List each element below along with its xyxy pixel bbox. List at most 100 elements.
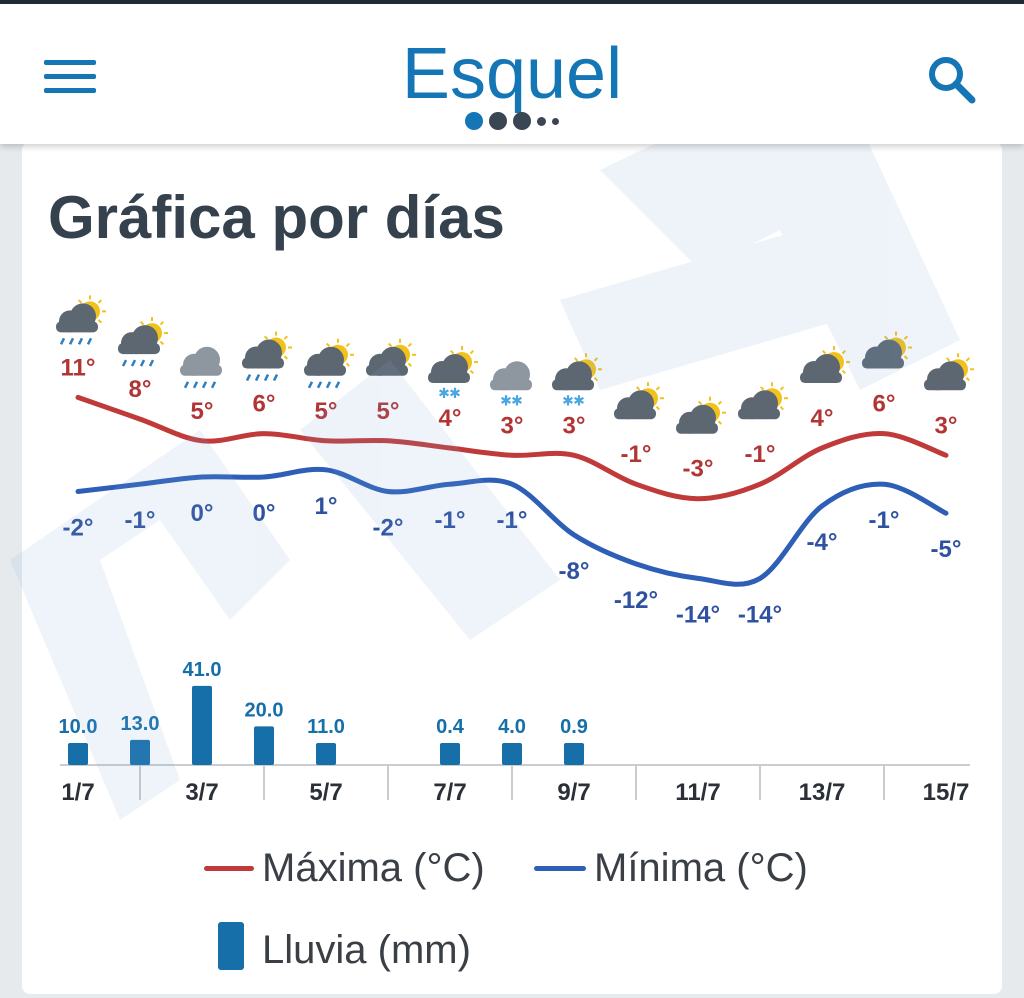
sun-ray bbox=[965, 377, 971, 382]
rain-drop bbox=[148, 359, 155, 367]
x-axis-tick-labels: 1/7 3/7 5/7 7/7 9/7 11/7 13/7 15/7 bbox=[61, 779, 969, 806]
snowflake: ✱ bbox=[573, 393, 585, 409]
cloud-shape bbox=[304, 364, 346, 376]
x-tick-label: 1/7 bbox=[61, 779, 94, 806]
rain-bar bbox=[130, 739, 150, 765]
partly-cloudy-icon bbox=[366, 338, 416, 376]
sun-ray bbox=[387, 342, 393, 348]
max-temp-label: 3° bbox=[563, 412, 586, 439]
location-title[interactable]: Esquel bbox=[401, 34, 623, 114]
min-temp-label: -1° bbox=[125, 507, 156, 534]
min-temp-label: -14° bbox=[676, 601, 720, 628]
sun-ray bbox=[283, 335, 289, 340]
rain-bar bbox=[192, 685, 212, 765]
max-temp-label: 4° bbox=[811, 405, 834, 432]
sun-ray bbox=[945, 357, 951, 362]
max-temp-label: 4° bbox=[439, 405, 462, 432]
partly-cloudy-rain-icon bbox=[56, 295, 106, 345]
snowflake: ✱ bbox=[500, 393, 512, 409]
cloud-shape bbox=[56, 321, 98, 333]
page-dot-4[interactable] bbox=[537, 116, 546, 126]
status-bar-edge bbox=[0, 0, 1024, 4]
page-dot-1[interactable] bbox=[465, 112, 483, 130]
sun-ray bbox=[345, 342, 351, 348]
partly-cloudy-icon bbox=[862, 331, 912, 369]
rain-label: 41.0 bbox=[183, 659, 222, 681]
min-temp-label: -8° bbox=[559, 558, 590, 585]
rain-drop bbox=[139, 359, 146, 367]
max-temp-label: 8° bbox=[129, 376, 152, 403]
min-temp-label: -4° bbox=[807, 529, 838, 556]
rain-bars: 10.0 13.0 41.0 20.0 11.0 0.4 4.0 0.9 bbox=[59, 659, 588, 765]
rain-drop bbox=[316, 381, 323, 389]
sun-ray bbox=[697, 400, 703, 405]
rain-drop bbox=[263, 374, 270, 382]
min-temp-label: -1° bbox=[869, 507, 900, 534]
cloud-shape bbox=[676, 422, 718, 434]
x-tick-label: 5/7 bbox=[309, 779, 342, 806]
sun-ray bbox=[345, 362, 351, 367]
rain-bar bbox=[440, 743, 460, 765]
cloud-shape bbox=[552, 379, 594, 391]
card-title: Gráfica por días bbox=[48, 184, 505, 251]
min-temp-label: -2° bbox=[63, 514, 94, 541]
x-tick-label: 3/7 bbox=[185, 779, 218, 806]
cloudy-snow-icon: ✱ ✱ bbox=[490, 361, 532, 409]
sun-ray bbox=[97, 299, 103, 304]
partly-cloudy-icon bbox=[924, 353, 974, 391]
snowflake: ✱ bbox=[562, 393, 574, 409]
max-temp-label: 5° bbox=[315, 398, 338, 425]
cloud-shape bbox=[490, 379, 532, 391]
sun-ray bbox=[159, 340, 165, 346]
sun-ray bbox=[903, 335, 909, 340]
legend-max-line bbox=[204, 866, 254, 871]
search-icon[interactable] bbox=[924, 54, 980, 104]
sun-ray bbox=[841, 350, 847, 355]
sun-ray bbox=[283, 355, 289, 360]
rain-label: 13.0 bbox=[121, 713, 160, 735]
sun-ray bbox=[965, 357, 971, 362]
cloud-shape bbox=[614, 408, 656, 420]
rain-drop bbox=[201, 381, 208, 389]
hamburger-menu-icon[interactable] bbox=[44, 56, 98, 96]
sun-ray bbox=[903, 355, 909, 360]
partly-cloudy-icon bbox=[800, 346, 850, 384]
partly-cloudy-snow-icon: ✱ ✱ bbox=[428, 346, 478, 402]
min-temp-label: -12° bbox=[614, 587, 658, 614]
sun-ray bbox=[407, 342, 413, 348]
rain-drop bbox=[183, 381, 190, 389]
rain-drop bbox=[68, 337, 75, 345]
max-temp-label: -3° bbox=[683, 456, 714, 483]
partly-cloudy-icon bbox=[676, 396, 726, 434]
sun-ray bbox=[779, 406, 785, 411]
x-tick-label: 7/7 bbox=[433, 779, 466, 806]
sun-ray bbox=[635, 386, 641, 391]
rain-bar bbox=[502, 743, 522, 765]
rain-label: 20.0 bbox=[245, 699, 284, 721]
rain-label: 0.4 bbox=[436, 716, 465, 738]
sun-ray bbox=[841, 369, 847, 375]
sun-ray bbox=[779, 386, 785, 391]
rain-drop bbox=[307, 381, 314, 389]
page-dot-3[interactable] bbox=[513, 112, 531, 130]
page-dot-5[interactable] bbox=[552, 117, 559, 125]
max-temp-label: -1° bbox=[621, 441, 652, 468]
cloud-shape bbox=[180, 364, 222, 376]
weather-icons: ✱ ✱ ✱ ✱ ✱ ✱ bbox=[56, 295, 974, 434]
max-temp-label: 5° bbox=[191, 398, 214, 425]
rain-drop bbox=[325, 381, 332, 389]
partly-cloudy-icon bbox=[614, 382, 664, 420]
max-temp-label: 6° bbox=[253, 391, 276, 418]
legend-rain-bar bbox=[218, 922, 244, 970]
page-dot-2[interactable] bbox=[489, 112, 507, 130]
cloud-shape bbox=[862, 357, 904, 369]
snowflake: ✱ bbox=[511, 393, 523, 409]
max-temp-label: 5° bbox=[377, 398, 400, 425]
rain-drop bbox=[254, 374, 261, 382]
cloudy-rain-icon bbox=[180, 346, 222, 389]
location-page-indicator[interactable] bbox=[0, 112, 1024, 136]
rain-bar bbox=[254, 726, 274, 765]
rain-drop bbox=[192, 381, 199, 389]
max-temp-line bbox=[75, 394, 949, 502]
